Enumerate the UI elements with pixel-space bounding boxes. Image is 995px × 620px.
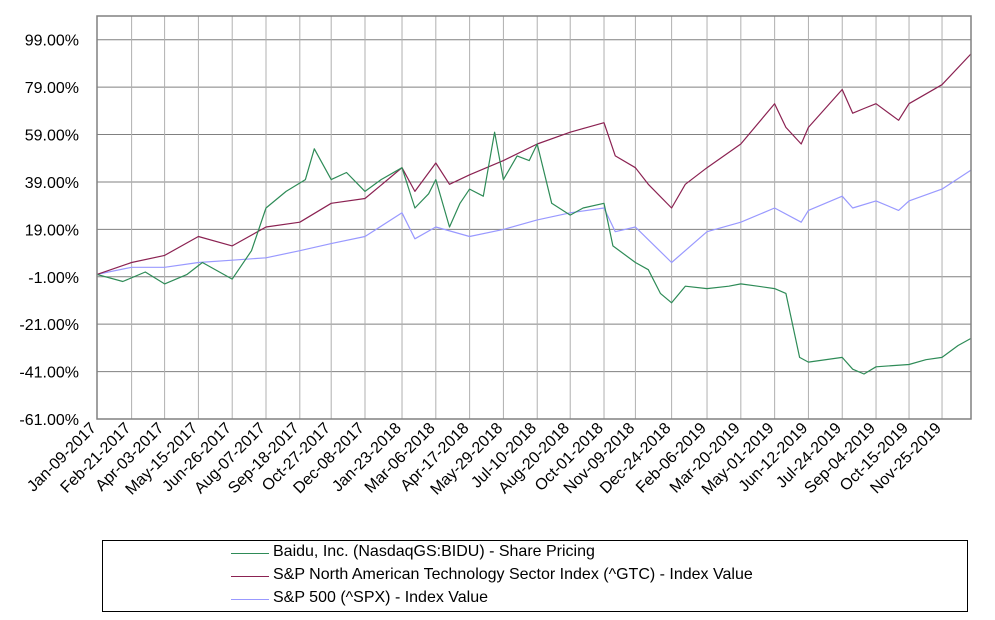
legend: Baidu, Inc. (NasdaqGS:BIDU) - Share Pric… [102,540,968,612]
legend-item-spx: S&P 500 (^SPX) - Index Value [103,588,963,610]
legend-swatch-bidu [231,553,269,554]
legend-label-bidu: Baidu, Inc. (NasdaqGS:BIDU) - Share Pric… [273,543,595,560]
legend-item-bidu: Baidu, Inc. (NasdaqGS:BIDU) - Share Pric… [103,542,963,564]
legend-swatch-spx [231,599,269,600]
y-tick-label: 99.00% [25,33,79,50]
y-tick-label: -21.00% [19,317,79,334]
legend-item-gtc: S&P North American Technology Sector Ind… [103,565,963,587]
legend-label-spx: S&P 500 (^SPX) - Index Value [273,589,489,606]
series-line-0 [96,131,972,375]
series-line-2 [96,169,972,275]
y-tick-label: 39.00% [25,175,79,192]
x-axis-ticks: Jan-09-2017Feb-21-2017Apr-03-2017May-15-… [24,420,945,499]
series-layer [96,53,972,375]
legend-label-gtc: S&P North American Technology Sector Ind… [273,566,753,583]
y-tick-label: 79.00% [25,80,79,97]
legend-swatch-gtc [231,576,269,577]
series-line-1 [96,53,972,275]
y-axis-ticks: 99.00% 79.00% 59.00% 39.00% 19.00% -1.00% -21.… [19,33,79,429]
y-tick-label: -41.00% [19,365,79,382]
y-tick-label: 59.00% [25,128,79,145]
y-tick-label: -61.00% [19,412,79,429]
x-gridlines [96,16,943,419]
y-tick-label: -1.00% [28,270,79,287]
plot-area [97,16,971,419]
y-tick-label: 19.00% [25,222,79,239]
plot-frame [96,15,972,420]
